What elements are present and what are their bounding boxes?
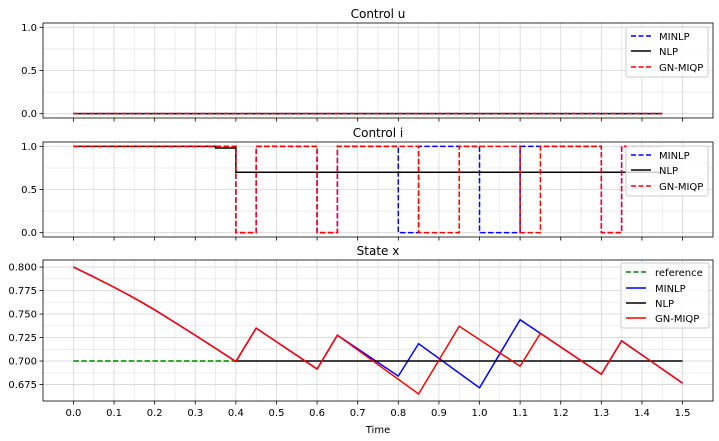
axis-ticks: 0.0 0.5 1.0 — [21, 23, 683, 122]
legend-label-minlp: MINLP — [659, 151, 690, 162]
legend-label-nlp: NLP — [655, 299, 674, 310]
legend-box — [620, 262, 710, 329]
panel-title: Control u — [351, 7, 406, 21]
x-tick-label: 0.2 — [147, 408, 163, 419]
x-tick-label: 1.3 — [593, 408, 609, 419]
legend-label-nlp: NLP — [659, 166, 678, 177]
legend-label-gn-miqp: GN-MIQP — [659, 63, 703, 74]
axis-ticks: 0.0 0.5 1.0 — [21, 142, 683, 241]
x-tick-label: 1.2 — [553, 408, 569, 419]
x-tick-label: 0.0 — [66, 408, 82, 419]
series-line-nlp — [73, 145, 663, 173]
legend-label-reference: reference — [655, 268, 703, 279]
y-tick-label: 0.750 — [8, 310, 37, 321]
x-tick-label: 0.3 — [187, 408, 203, 419]
panel-state-x: State x 0.0 0.1 0.2 0.3 0.4 0.5 0.6 0.7 0.8 0.9 1.… — [8, 244, 714, 436]
y-tick-label: 0.775 — [8, 286, 37, 297]
legend-label-nlp: NLP — [659, 47, 678, 58]
series-line-gn-miqp — [73, 266, 683, 396]
y-tick-label: 0.5 — [21, 185, 37, 196]
legend-box — [625, 145, 709, 197]
axes-frame — [42, 259, 714, 402]
x-tick-label: 0.1 — [106, 408, 122, 419]
series-line-gn-miqp — [73, 145, 663, 234]
y-tick-label: 0.725 — [8, 333, 37, 344]
x-tick-label: 0.7 — [350, 408, 366, 419]
panel-title: Control i — [353, 126, 404, 140]
x-tick-label: 1.0 — [472, 408, 488, 419]
panel-control-i: Control i 0.0 0.5 1.0 MINLP NLP GN-MIQP — [21, 126, 714, 241]
legend: reference MINLP NLP GN-MIQP — [620, 262, 710, 329]
panel-title: State x — [357, 244, 400, 258]
legend-label-gn-miqp: GN-MIQP — [659, 182, 703, 193]
axis-ticks: 0.0 0.1 0.2 0.3 0.4 0.5 0.6 0.7 0.8 0.9 1.0 1.1 1.2 1… — [8, 263, 690, 419]
y-tick-label: 0.675 — [8, 380, 37, 391]
y-tick-label: 1.0 — [21, 142, 37, 153]
panel-control-u: Control u 0.0 0.5 1.0 MINLP NLP GN-MIQP — [21, 7, 714, 122]
y-tick-label: 0.0 — [21, 109, 37, 120]
legend-label-minlp: MINLP — [655, 284, 686, 295]
y-tick-label: 0.5 — [21, 66, 37, 77]
legend-label-minlp: MINLP — [659, 32, 690, 43]
x-tick-label: 0.9 — [431, 408, 447, 419]
y-tick-label: 0.700 — [8, 357, 37, 368]
x-axis-label: Time — [365, 425, 390, 436]
plot-lines — [73, 145, 663, 234]
x-tick-label: 0.6 — [309, 408, 325, 419]
plot-lines — [73, 266, 683, 396]
x-tick-label: 0.5 — [269, 408, 285, 419]
legend-box — [625, 26, 709, 78]
y-tick-label: 1.0 — [21, 23, 37, 34]
legend-label-gn-miqp: GN-MIQP — [655, 314, 699, 325]
x-tick-label: 1.5 — [675, 408, 691, 419]
legend: MINLP NLP GN-MIQP — [625, 26, 709, 78]
y-tick-label: 0.0 — [21, 228, 37, 239]
axes-frame — [42, 141, 714, 238]
x-tick-label: 0.4 — [228, 408, 244, 419]
x-tick-label: 0.8 — [390, 408, 406, 419]
x-tick-label: 1.1 — [512, 408, 528, 419]
legend: MINLP NLP GN-MIQP — [625, 145, 709, 197]
y-tick-label: 0.800 — [8, 263, 37, 274]
axes-frame — [42, 22, 714, 119]
x-tick-label: 1.4 — [634, 408, 650, 419]
